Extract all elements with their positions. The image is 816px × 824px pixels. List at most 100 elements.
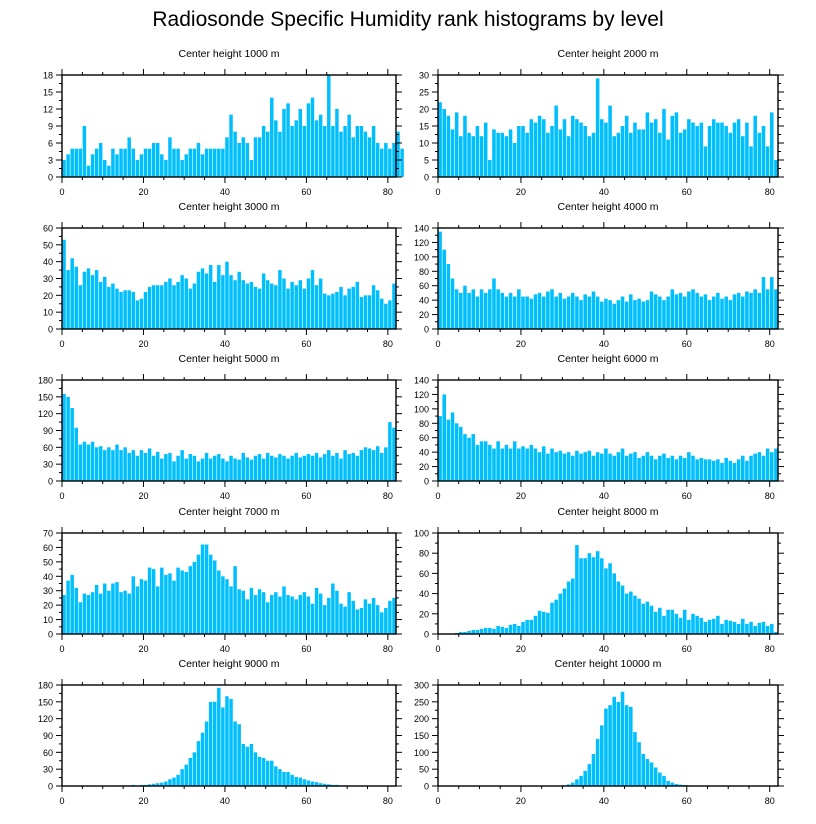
y-tick-label: 80 <box>419 267 429 277</box>
histogram-bar <box>314 587 319 634</box>
histogram-bar <box>225 461 229 481</box>
histogram-bar <box>550 126 554 177</box>
histogram-bar <box>529 119 534 177</box>
histogram-bar <box>331 293 335 329</box>
histogram-bar <box>204 452 209 481</box>
histogram-bar <box>583 558 587 634</box>
histogram-bar <box>736 459 741 481</box>
histogram-bar <box>123 148 127 177</box>
histogram-bar <box>658 296 662 329</box>
y-tick-label: 25 <box>419 88 429 98</box>
histogram-bar <box>749 146 753 177</box>
histogram-bar <box>562 453 567 481</box>
x-tick-label: 40 <box>220 796 230 806</box>
histogram-bar <box>637 298 641 329</box>
histogram-bar <box>662 109 666 177</box>
histogram-bar <box>600 119 604 177</box>
histogram-bar <box>164 781 168 786</box>
histogram-bar <box>467 437 471 481</box>
histogram-bar <box>200 732 205 786</box>
y-tick-label: 150 <box>38 697 53 707</box>
histogram-bar <box>587 450 592 481</box>
histogram-bar <box>770 277 774 329</box>
histogram-bar <box>204 544 209 634</box>
histogram-bar <box>343 126 347 177</box>
histogram-bar <box>233 721 237 786</box>
histogram-bar <box>616 701 621 786</box>
histogram-bar <box>200 458 205 481</box>
histogram-bar <box>359 608 364 634</box>
histogram-bar <box>740 296 745 329</box>
histogram-bar <box>488 627 492 634</box>
histogram-bar <box>115 582 119 634</box>
histogram-bar <box>550 289 554 329</box>
histogram-panel: Center height 10000 m 0 50 100 150 200 250 300 0… <box>414 658 784 806</box>
histogram-bar <box>213 455 217 481</box>
histogram-bar <box>488 444 492 481</box>
histogram-bar <box>587 553 592 634</box>
histogram-bar <box>749 455 753 481</box>
histogram-bar <box>213 281 217 329</box>
histogram-bar <box>546 132 550 177</box>
y-tick-label: 50 <box>43 557 53 567</box>
histogram-bar <box>570 115 575 177</box>
histogram-bar <box>98 143 103 177</box>
histogram-bar <box>270 283 274 329</box>
histogram-bar <box>196 554 201 634</box>
histogram-bar <box>123 447 127 481</box>
histogram-bar <box>66 154 70 177</box>
histogram-bar <box>770 112 774 177</box>
histogram-bar <box>160 285 164 329</box>
histogram-bar <box>367 603 372 634</box>
histogram-bar <box>637 457 641 481</box>
histogram-bar <box>678 292 683 329</box>
histogram-bar <box>575 119 579 177</box>
histogram-bar <box>139 298 144 329</box>
histogram-bar <box>371 597 376 634</box>
histogram-bar <box>662 453 666 481</box>
x-tick-label: 20 <box>138 796 148 806</box>
histogram-bar <box>579 775 583 786</box>
histogram-bar <box>265 280 270 329</box>
panel-title: Center height 4000 m <box>558 201 659 213</box>
x-tick-label: 20 <box>138 187 148 197</box>
y-tick-label: 20 <box>419 105 429 115</box>
histogram-bar <box>753 625 757 634</box>
histogram-bar <box>282 771 286 786</box>
histogram-bar <box>335 109 339 177</box>
y-tick-label: 100 <box>414 748 429 758</box>
histogram-bar <box>111 148 115 177</box>
histogram-bar <box>674 294 679 329</box>
histogram-bar <box>351 600 355 634</box>
histogram-bar <box>335 590 339 634</box>
histogram-bar <box>371 285 376 329</box>
x-tick-label: 40 <box>599 187 609 197</box>
histogram-bar <box>562 588 567 634</box>
histogram-bar <box>504 627 509 634</box>
histogram-bar <box>608 105 612 177</box>
histogram-bar <box>327 450 331 481</box>
panel-title: Center height 3000 m <box>179 201 280 213</box>
histogram-bar <box>496 289 500 329</box>
panel-title: Center height 10000 m <box>555 658 662 670</box>
y-tick-label: 0 <box>424 477 429 487</box>
histogram-bar <box>155 586 160 634</box>
histogram-bar <box>463 631 467 634</box>
histogram-bar <box>467 132 471 177</box>
histogram-bar <box>131 576 136 634</box>
histogram-bar <box>155 143 160 177</box>
histogram-bar <box>633 300 637 329</box>
histogram-bar <box>728 620 733 634</box>
histogram-bar <box>62 595 66 634</box>
histogram-bar <box>600 725 604 786</box>
histogram-bar <box>229 275 233 329</box>
histogram-bar <box>192 455 197 481</box>
histogram-bar <box>265 760 270 786</box>
histogram-bar <box>241 743 245 786</box>
histogram-bar <box>707 126 712 177</box>
histogram-bar <box>774 160 778 177</box>
histogram-bar <box>442 109 446 177</box>
histogram-bar <box>637 598 641 634</box>
histogram-bar <box>298 109 303 177</box>
y-tick-label: 20 <box>43 601 53 611</box>
